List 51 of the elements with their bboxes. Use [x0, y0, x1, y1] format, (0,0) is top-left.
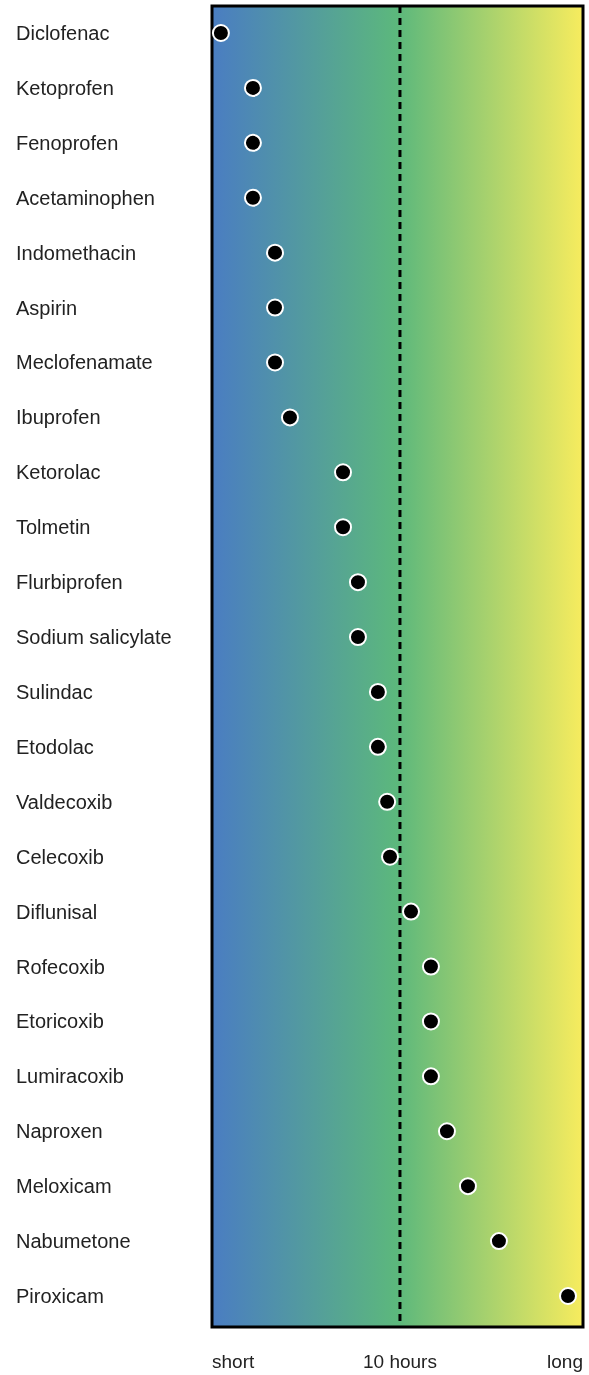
y-tick-label: Lumiracoxib — [16, 1065, 124, 1088]
point — [421, 957, 440, 976]
y-tick-label: Ketoprofen — [16, 76, 114, 99]
point — [368, 737, 387, 756]
point — [421, 1012, 440, 1031]
point — [243, 78, 262, 97]
y-tick-label: Fenoprofen — [16, 131, 119, 154]
point — [334, 518, 353, 537]
point — [458, 1177, 477, 1196]
point — [437, 1122, 456, 1141]
point — [381, 847, 399, 866]
y-tick-label: Sodium salicylate — [16, 626, 172, 649]
point — [489, 1232, 508, 1251]
y-tick-label: Piroxicam — [16, 1285, 104, 1307]
y-tick-label: Nabumetone — [16, 1230, 131, 1253]
y-tick-label: Celecoxib — [16, 845, 104, 868]
ref-line-label: 10 hours — [362, 1351, 437, 1372]
point — [421, 1067, 440, 1086]
point — [348, 573, 367, 592]
y-tick-label: Naproxen — [16, 1120, 103, 1143]
text: long — [547, 1351, 583, 1372]
y-tick-label: Indomethacin — [16, 241, 137, 264]
text: short — [212, 1351, 255, 1372]
point — [378, 792, 397, 811]
y-tick-label: Acetaminophen — [16, 186, 155, 209]
y-tick-label: Diclofenac — [16, 22, 110, 44]
y-tick-label: Valdecoxib — [16, 790, 113, 813]
y-tick-label: Meclofenamate — [16, 351, 153, 374]
point — [266, 243, 285, 262]
y-tick-label: Ketorolac — [16, 461, 101, 484]
point — [266, 298, 285, 317]
point — [334, 463, 353, 482]
point — [266, 353, 285, 372]
y-tick-label: Aspirin — [16, 296, 78, 319]
point — [243, 188, 262, 207]
y-tick-label: Rofecoxib — [16, 955, 105, 978]
y-tick-label: Ibuprofen — [16, 406, 101, 429]
y-tick-label: Tolmetin — [16, 516, 91, 539]
y-tick-label: Etoricoxib — [16, 1010, 104, 1033]
point — [559, 1287, 577, 1305]
point — [368, 682, 387, 701]
point — [280, 408, 299, 427]
point — [348, 628, 367, 647]
point — [211, 24, 230, 42]
y-tick-label: Flurbiprofen — [16, 571, 123, 594]
y-tick-label: Meloxicam — [16, 1175, 112, 1198]
y-tick-label: Diflunisal — [16, 900, 98, 923]
y-tick-label: Sulindac — [16, 680, 93, 703]
point — [402, 902, 420, 921]
point — [243, 133, 262, 152]
y-tick-label: Etodolac — [16, 735, 94, 758]
